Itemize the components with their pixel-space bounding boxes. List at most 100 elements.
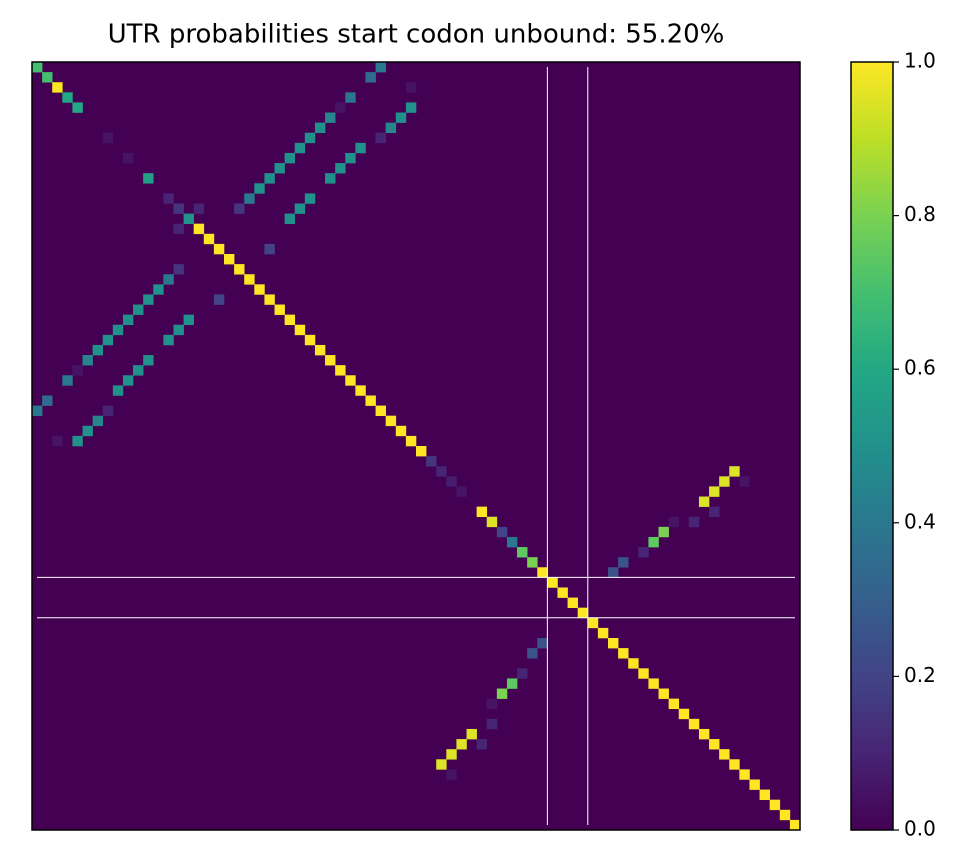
colorbar-tick-label: 0.6 xyxy=(904,356,936,380)
heatmap-cell xyxy=(405,435,417,447)
heatmap-cell xyxy=(638,547,649,558)
heatmap-cell xyxy=(618,557,629,568)
heatmap-cell xyxy=(365,72,376,83)
heatmap-cell xyxy=(62,92,73,103)
heatmap-cell xyxy=(304,193,316,204)
heatmap-cell xyxy=(183,213,194,224)
heatmap-cell xyxy=(112,385,124,396)
heatmap-cell xyxy=(618,648,629,659)
heatmap-cell xyxy=(365,395,376,406)
heatmap-cell xyxy=(345,152,356,164)
heatmap-cell xyxy=(608,567,619,578)
heatmap-cell xyxy=(769,799,781,811)
heatmap-cell xyxy=(42,395,53,406)
heatmap-cell xyxy=(264,243,275,255)
heatmap-cell xyxy=(426,456,437,467)
heatmap-cell xyxy=(173,324,184,336)
heatmap-cell xyxy=(537,567,548,578)
heatmap-cell xyxy=(608,638,619,649)
heatmap-cell xyxy=(486,516,498,528)
heatmap-cell xyxy=(133,304,144,315)
heatmap-cell xyxy=(375,405,386,416)
heatmap-cell xyxy=(193,203,205,214)
heatmap-cell xyxy=(304,132,316,144)
heatmap-cell xyxy=(183,314,194,326)
heatmap-cell xyxy=(729,466,740,477)
heatmap-cell xyxy=(476,739,488,750)
heatmap-cell xyxy=(527,648,538,659)
heatmap-cell xyxy=(709,739,720,750)
heatmap-cell xyxy=(638,668,649,679)
heatmap-cell xyxy=(739,769,750,780)
heatmap-cell xyxy=(709,506,720,518)
heatmap-cell xyxy=(466,728,477,740)
heatmap-cell xyxy=(436,759,447,770)
heatmap-cell xyxy=(294,324,306,336)
heatmap-cell xyxy=(213,294,225,305)
colorbar-tick-label: 1.0 xyxy=(904,49,936,73)
heatmap-cell xyxy=(658,526,669,538)
heatmap-cell xyxy=(335,365,346,376)
heatmap-cell xyxy=(678,708,690,720)
heatmap-cell xyxy=(436,466,447,477)
heatmap-cell xyxy=(234,264,245,275)
heatmap-cell xyxy=(729,759,740,770)
heatmap-cell xyxy=(173,203,184,214)
heatmap-cell xyxy=(385,122,397,134)
heatmap-cell xyxy=(395,112,407,123)
heatmap-cell xyxy=(163,274,174,285)
heatmap-cell xyxy=(284,213,296,224)
heatmap-cell xyxy=(163,193,174,204)
heatmap-cell xyxy=(456,486,467,497)
colorbar-tick-label: 0.0 xyxy=(904,817,936,841)
heatmap-cell xyxy=(668,516,680,528)
heatmap-cell xyxy=(143,173,154,184)
heatmap-cell xyxy=(102,334,114,346)
heatmap-cell xyxy=(496,688,508,699)
heatmap-cell xyxy=(294,203,306,214)
heatmap-cell xyxy=(244,193,255,204)
heatmap-cell xyxy=(416,446,427,457)
heatmap-cell xyxy=(62,375,73,386)
heatmap-cell xyxy=(567,597,578,608)
heatmap-cell xyxy=(496,526,508,538)
heatmap-cell xyxy=(112,324,124,336)
heatmap-cell xyxy=(385,415,397,427)
heatmap-cell xyxy=(698,728,710,740)
heatmap-cell xyxy=(203,233,215,245)
heatmap-cell xyxy=(153,284,164,295)
heatmap-cell xyxy=(122,314,134,326)
heatmap-cell xyxy=(577,607,589,619)
heatmap-cell xyxy=(254,183,265,194)
heatmap-cell xyxy=(345,92,356,103)
heatmap-cell xyxy=(224,254,235,265)
heatmap-cell xyxy=(92,415,104,427)
heatmap-cell xyxy=(375,132,386,144)
heatmap-cell xyxy=(102,405,114,416)
heatmap-cell xyxy=(506,536,518,548)
heatmap-cell xyxy=(325,112,336,123)
heatmap-cell xyxy=(486,718,498,730)
heatmap-cell xyxy=(789,819,801,831)
heatmap-cell xyxy=(244,274,255,285)
heatmap-cell xyxy=(446,749,457,760)
heatmap-cell xyxy=(335,102,346,113)
heatmap-cell xyxy=(517,547,528,558)
heatmap-cell xyxy=(749,779,760,790)
heatmap-cell xyxy=(355,385,366,396)
heatmap-cell xyxy=(122,152,134,164)
heatmap-cell xyxy=(143,355,154,366)
heatmap-cell xyxy=(193,223,205,235)
colorbar-tick-label: 0.8 xyxy=(904,202,936,226)
heatmap-cell xyxy=(658,688,669,699)
heatmap-cell xyxy=(52,82,63,93)
heatmap-cell xyxy=(355,142,366,154)
heatmap-cell xyxy=(72,365,83,376)
heatmap-cell xyxy=(163,334,174,346)
heatmap-cell xyxy=(32,62,43,73)
heatmap-cell xyxy=(375,62,386,73)
heatmap-cell xyxy=(628,658,639,669)
heatmap-cell xyxy=(648,536,659,548)
heatmap-cell xyxy=(102,132,114,144)
